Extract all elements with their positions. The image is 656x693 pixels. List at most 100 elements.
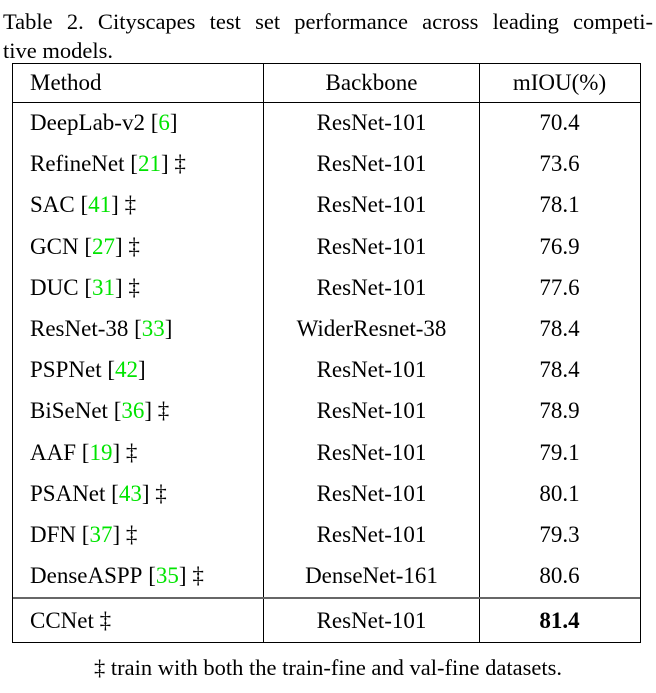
citation-number: 6 <box>158 110 170 136</box>
method-cell: GCN [27] ‡ <box>13 226 263 267</box>
method-name: GCN <box>30 233 79 259</box>
table-row-deeplab-v2: DeepLab-v2 [6] ResNet-101 70.4 <box>13 102 640 144</box>
backbone-cell: ResNet-101 <box>263 143 479 185</box>
method-name: BiSeNet <box>30 398 108 424</box>
citation-bracket-open: [ <box>142 563 156 589</box>
citation-bracket-close: ] <box>138 357 146 383</box>
backbone-cell: ResNet-101 <box>263 184 479 227</box>
citation-number: 19 <box>89 439 113 465</box>
backbone-cell: ResNet-101 <box>263 514 479 556</box>
backbone-cell: ResNet-101 <box>263 102 479 144</box>
method-cell: DFN [37] ‡ <box>13 514 263 555</box>
table-row-pspnet: PSPNet [42] ResNet-101 78.4 <box>13 349 640 391</box>
miou-cell: 81.4 <box>479 599 639 642</box>
citation-number: 42 <box>115 357 139 383</box>
method-cell: PSANet [43] ‡ <box>13 473 263 514</box>
table-row-refinenet: RefineNet [21] ‡ ResNet-101 73.6 <box>13 143 640 185</box>
citation-bracket-close: ] <box>112 521 121 547</box>
miou-cell: 78.9 <box>479 390 639 432</box>
citation-number: 33 <box>141 316 165 342</box>
table-row-bisenet: BiSeNet [36] ‡ ResNet-101 78.9 <box>13 390 640 432</box>
citation-bracket-close: ] <box>169 110 178 136</box>
table-row-denseaspp: DenseASPP [35] ‡ DenseNet-161 80.6 <box>13 555 640 597</box>
citation-bracket-open: [ <box>144 110 159 136</box>
citation-bracket-close: ] <box>144 398 153 424</box>
table-row-sac: SAC [41] ‡ ResNet-101 78.1 <box>13 184 640 227</box>
backbone-cell: WiderResnet-38 <box>263 308 479 350</box>
miou-cell: 79.1 <box>479 432 639 474</box>
citation-bracket-open: [ <box>128 316 142 342</box>
citation-number: 43 <box>118 480 142 506</box>
double-dagger-mark: ‡ <box>122 274 140 300</box>
citation-bracket-close: ] <box>141 480 150 506</box>
citation-bracket-close: ] <box>114 274 123 300</box>
double-dagger-mark: ‡ <box>168 151 186 177</box>
miou-cell: 78.4 <box>479 308 639 350</box>
citation-number: 35 <box>155 563 179 589</box>
backbone-cell: ResNet-101 <box>263 599 479 642</box>
table-caption: Table 2. Cityscapes test set performance… <box>3 7 653 65</box>
citation-bracket-open: [ <box>78 274 92 300</box>
citation-bracket-open: [ <box>78 233 92 259</box>
double-dagger-mark: ‡ <box>93 607 112 633</box>
double-dagger-mark: ‡ <box>120 439 138 465</box>
table-row-resnet-38: ResNet-38 [33] WiderResnet-38 78.4 <box>13 308 640 350</box>
miou-cell: 73.6 <box>479 143 639 185</box>
citation-bracket-open: [ <box>107 398 122 424</box>
miou-cell: 78.4 <box>479 349 639 391</box>
caption-line-1: Table 2. Cityscapes test set performance… <box>3 9 653 34</box>
col-header-miou: mIOU(%) <box>479 64 639 102</box>
table-row-duc: DUC [31] ‡ ResNet-101 77.6 <box>13 267 640 309</box>
double-dagger-mark: ‡ <box>186 563 204 589</box>
citation-bracket-close: ] <box>111 192 119 218</box>
col-header-backbone: Backbone <box>263 64 479 102</box>
backbone-cell: DenseNet-161 <box>263 555 479 597</box>
method-name: DeepLab-v2 <box>30 110 145 136</box>
citation-bracket-close: ] <box>160 151 169 177</box>
backbone-cell: ResNet-101 <box>263 432 479 474</box>
miou-cell: 70.4 <box>479 102 639 144</box>
table-row-dfn: DFN [37] ‡ ResNet-101 79.3 <box>13 514 640 556</box>
citation-number: 27 <box>91 233 115 259</box>
method-cell: DUC [31] ‡ <box>13 267 263 308</box>
citation-number: 41 <box>88 192 112 218</box>
miou-cell: 79.3 <box>479 514 639 556</box>
citation-number: 31 <box>91 274 115 300</box>
method-cell: PSPNet [42] <box>13 350 263 391</box>
backbone-cell: ResNet-101 <box>263 226 479 268</box>
backbone-cell: ResNet-101 <box>263 349 479 391</box>
footnote-dagger-symbol: ‡ <box>94 655 106 680</box>
method-name: SAC <box>30 192 75 218</box>
method-cell: SAC [41] ‡ <box>13 185 263 226</box>
method-cell: DeepLab-v2 [6] <box>13 103 263 144</box>
section-divider-rule <box>13 596 640 600</box>
method-cell: AAF [19] ‡ <box>13 432 263 473</box>
table-row-psanet: PSANet [43] ‡ ResNet-101 80.1 <box>13 473 640 515</box>
table-row-aaf: AAF [19] ‡ ResNet-101 79.1 <box>13 432 640 474</box>
method-name: CCNet <box>30 607 94 633</box>
double-dagger-mark: ‡ <box>122 233 140 259</box>
citation-bracket-close: ] <box>164 316 173 342</box>
table-row-ccnet: CCNet ‡ ResNet-101 81.4 <box>13 599 640 642</box>
col-header-method: Method <box>30 69 102 95</box>
citation-bracket-close: ] <box>178 563 187 589</box>
double-dagger-mark: ‡ <box>118 192 137 218</box>
method-name: DUC <box>30 274 79 300</box>
citation-number: 36 <box>121 398 145 424</box>
table-header-row: Method Backbone mIOU(%) <box>13 64 640 103</box>
backbone-cell: ResNet-101 <box>263 390 479 432</box>
citation-bracket-open: [ <box>101 357 116 383</box>
double-dagger-mark: ‡ <box>149 480 167 506</box>
citation-number: 21 <box>137 151 161 177</box>
method-cell: BiSeNet [36] ‡ <box>13 391 263 432</box>
citation-bracket-open: [ <box>76 521 90 547</box>
method-cell: DenseASPP [35] ‡ <box>13 556 263 597</box>
citation-bracket-open: [ <box>124 151 138 177</box>
footnote-text: train with both the train-fine and val-f… <box>110 655 562 680</box>
citation-bracket-open: [ <box>76 439 90 465</box>
results-table: Method Backbone mIOU(%) DeepLab-v2 [6] Re… <box>12 63 641 643</box>
miou-cell: 78.1 <box>479 184 639 227</box>
caption-line-2: tive models. <box>3 38 113 63</box>
method-name: AAF <box>30 439 77 465</box>
